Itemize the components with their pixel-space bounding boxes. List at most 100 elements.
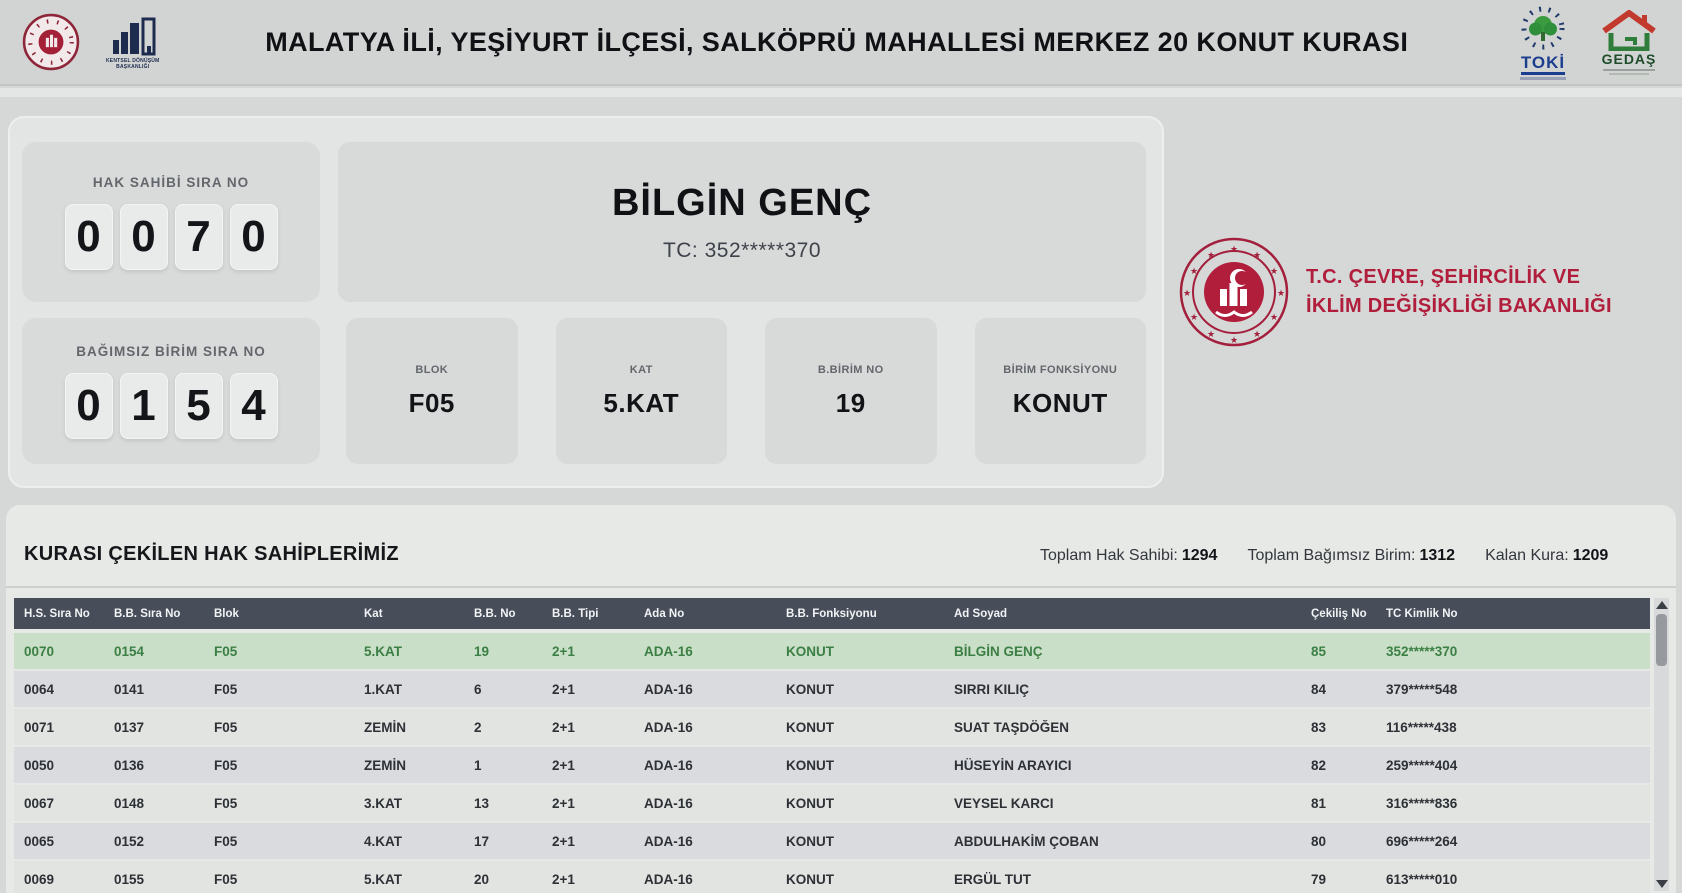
- table-cell: KONUT: [786, 757, 834, 773]
- table-cell: ZEMİN: [364, 757, 406, 773]
- table-cell: VEYSEL KARCI: [954, 795, 1054, 811]
- table-cell: 0064: [24, 681, 55, 697]
- table-cell: 85: [1311, 643, 1327, 659]
- table-cell: 0071: [24, 719, 55, 735]
- unit-info-cards: BLOK F05 KAT 5.KAT B.BİRİM NO 19 BİRİM F…: [346, 318, 1146, 464]
- table-row: 0064 0141 F05 1.KAT 6 2+1 ADA-16 KONUT SIRRI KIL…: [14, 671, 1650, 707]
- header-bar: KENTSEL DÖNÜŞÜM BAŞKANLIĞI MALATYA İLİ, …: [0, 0, 1682, 86]
- kentsel-donusum-label2: BAŞKANLIĞI: [116, 64, 150, 70]
- kat-label: KAT: [629, 363, 653, 376]
- stat-toplam-bagimsiz-birim: Toplam Bağımsız Birim: 1312: [1247, 547, 1456, 564]
- table-row-highlighted: 0070 0154 F05 5.KAT 19 2+1 ADA-16 KONUT BİLGİN G…: [14, 633, 1650, 669]
- ministry-name-line1: T.C. ÇEVRE, ŞEHİRCİLİK VE: [1306, 266, 1581, 288]
- table-cell: 13: [474, 795, 490, 811]
- svg-text:★: ★: [1207, 251, 1215, 261]
- table-cell: 82: [1311, 757, 1327, 773]
- digit-card: 0: [119, 203, 168, 270]
- svg-text:★: ★: [1183, 289, 1191, 299]
- svg-text:★: ★: [1270, 313, 1278, 323]
- digit-card: 7: [174, 203, 223, 270]
- birim-no-label: B.BİRİM NO: [817, 363, 884, 376]
- kentsel-donusum-label: KENTSEL DÖNÜŞÜM: [106, 57, 160, 64]
- ministry-name: T.C. ÇEVRE, ŞEHİRCİLİK VE İKLİM DEĞİŞİKL…: [1306, 263, 1612, 321]
- digit-card: 5: [174, 372, 223, 439]
- birim-no-value: 19: [835, 387, 866, 418]
- table-cell: 79: [1311, 871, 1327, 887]
- column-header: B.B. Sıra No: [114, 607, 181, 620]
- table-cell: 0152: [114, 833, 145, 849]
- table-cell: 0137: [114, 719, 145, 735]
- svg-text:★: ★: [1230, 245, 1238, 255]
- table-cell: SIRRI KILIÇ: [954, 681, 1030, 697]
- table-cell: ABDULHAKİM ÇOBAN: [954, 833, 1099, 849]
- gedas-label: GEDAŞ: [1601, 50, 1657, 67]
- table-cell: ADA-16: [644, 719, 693, 735]
- table-cell: 1.KAT: [364, 681, 403, 697]
- table-row: 0071 0137 F05 ZEMİN 2 2+1 ADA-16 KONUT SUAT TAŞD…: [14, 709, 1650, 745]
- digit-card: 4: [229, 372, 278, 439]
- table-cell: 0069: [24, 871, 55, 887]
- table-cell: ADA-16: [644, 871, 693, 887]
- table-cell: F05: [214, 757, 238, 773]
- table-cell: 2+1: [552, 681, 575, 697]
- bagimsiz-birim-label: BAĞIMSIZ BİRİM SIRA NO: [76, 343, 266, 359]
- table-cell: 84: [1311, 681, 1327, 697]
- table-cell: ADA-16: [644, 681, 693, 697]
- blok-value: F05: [408, 387, 455, 418]
- svg-text:★: ★: [1190, 267, 1198, 277]
- scrollbar-up-icon[interactable]: [1655, 601, 1668, 609]
- digit-card: 0: [64, 372, 113, 439]
- table-cell: 20: [474, 871, 490, 887]
- table-cell: KONUT: [786, 871, 834, 887]
- scrollbar-thumb[interactable]: [1656, 614, 1667, 666]
- table-cell: BİLGİN GENÇ: [954, 643, 1043, 659]
- table-cell: F05: [214, 719, 238, 735]
- table-cell: 2+1: [552, 719, 575, 735]
- table-cell: 316*****836: [1386, 795, 1458, 811]
- table-cell: 2+1: [552, 757, 575, 773]
- birim-fonksiyon-value: KONUT: [1012, 387, 1108, 418]
- table-body: 0070 0154 F05 5.KAT 19 2+1 ADA-16 KONUT BİLGİN G…: [14, 633, 1650, 893]
- table-cell: 0050: [24, 757, 55, 773]
- table-row: 0065 0152 F05 4.KAT 17 2+1 ADA-16 KONUT ABDULHAK…: [14, 823, 1650, 859]
- winner-tc-number: TC: 352*****370: [662, 238, 822, 262]
- table-cell: 2+1: [552, 833, 575, 849]
- table-cell: 3.KAT: [364, 795, 403, 811]
- table-cell: 379*****548: [1386, 681, 1458, 697]
- kat-card: KAT 5.KAT: [555, 318, 727, 464]
- table-cell: ZEMİN: [364, 719, 406, 735]
- kentsel-donusum-logo: KENTSEL DÖNÜŞÜM BAŞKANLIĞI: [106, 14, 159, 71]
- table-cell: 0155: [114, 871, 145, 887]
- column-header: H.S. Sıra No: [24, 607, 90, 620]
- svg-text:★: ★: [1230, 336, 1238, 346]
- results-stats: Toplam Hak Sahibi: 1294 Toplam Bağımsız B…: [1040, 547, 1608, 565]
- page-title: MALATYA İLİ, YEŞİYURT İLÇESİ, SALKÖPRÜ M…: [265, 26, 1409, 57]
- table-cell: 0070: [24, 643, 55, 659]
- winner-name: BİLGİN GENÇ: [611, 181, 873, 224]
- table-cell: 696*****264: [1386, 833, 1458, 849]
- table-cell: SUAT TAŞDÖĞEN: [954, 719, 1070, 735]
- table-scrollbar[interactable]: [1654, 598, 1669, 891]
- gedas-subline2: [1609, 73, 1649, 76]
- table-cell: F05: [214, 833, 238, 849]
- winner-card: BİLGİN GENÇ TC: 352*****370: [338, 142, 1146, 302]
- table-row: 0067 0148 F05 3.KAT 13 2+1 ADA-16 KONUT VEYSEL K…: [14, 785, 1650, 821]
- kat-value: 5.KAT: [603, 387, 680, 418]
- table-cell: F05: [214, 795, 238, 811]
- table-cell: 2+1: [552, 643, 575, 659]
- table-cell: F05: [214, 871, 238, 887]
- svg-text:★: ★: [1270, 267, 1278, 277]
- scrollbar-down-icon[interactable]: [1655, 880, 1668, 888]
- table-cell: 6: [474, 681, 482, 697]
- column-header: Ad Soyad: [954, 607, 1008, 620]
- table-cell: 2: [474, 719, 482, 735]
- column-header: B.B. Fonksiyonu: [786, 607, 877, 620]
- results-divider: [6, 586, 1676, 588]
- svg-text:★: ★: [1277, 289, 1285, 299]
- table-row: 0050 0136 F05 ZEMİN 1 2+1 ADA-16 KONUT HÜSEYİN A…: [14, 747, 1650, 783]
- blok-card: BLOK F05: [346, 318, 518, 464]
- toki-logo: TOKİ: [1514, 4, 1572, 81]
